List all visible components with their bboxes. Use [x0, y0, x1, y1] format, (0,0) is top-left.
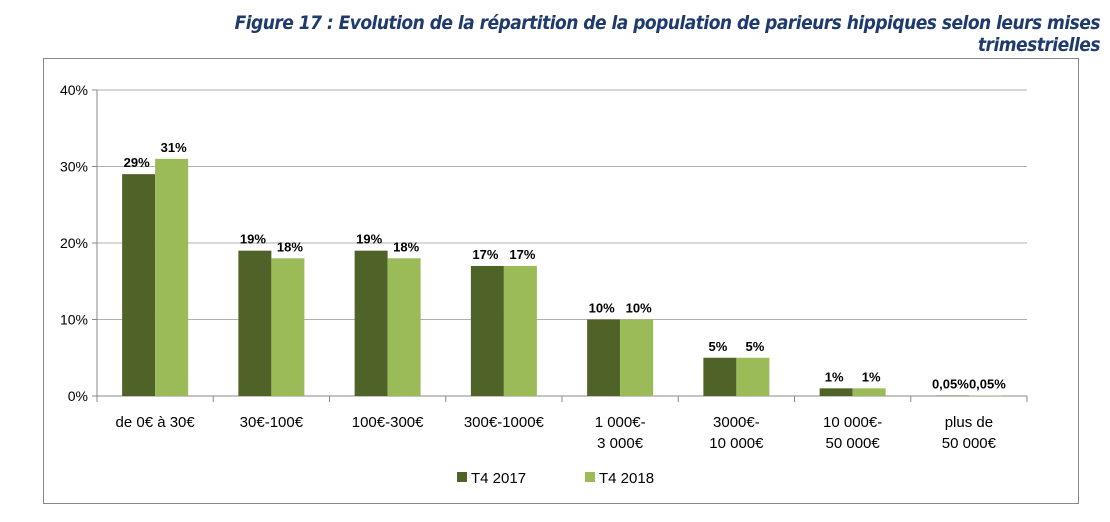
bar-t4-2018: [387, 258, 421, 396]
x-tick-label: 50 000€: [826, 435, 881, 452]
legend-swatch: [457, 472, 467, 482]
legend-label: T4 2018: [599, 470, 654, 487]
figure-title: Figure 17 : Evolution de la répartition …: [234, 12, 1101, 56]
y-tick-label: 0%: [68, 388, 88, 404]
bar-t4-2018: [620, 319, 654, 396]
x-tick-label: 50 000€: [942, 435, 997, 452]
data-label: 29%: [124, 155, 150, 170]
x-tick-label: 30€-100€: [240, 414, 304, 431]
data-label: 1%: [825, 369, 844, 384]
y-tick-label: 30%: [60, 159, 88, 175]
y-tick-label: 10%: [60, 312, 88, 328]
data-label: 1%: [862, 369, 881, 384]
data-label: 0,05%: [932, 377, 969, 392]
y-tick-label: 20%: [60, 235, 88, 251]
bar-t4-2017: [819, 388, 853, 396]
bar-t4-2017: [122, 174, 156, 396]
x-tick-label: plus de: [945, 414, 993, 431]
data-label: 10%: [626, 301, 652, 316]
data-label: 17%: [509, 247, 535, 262]
chart-frame: [43, 58, 1079, 504]
data-label: 19%: [356, 232, 382, 247]
data-label: 17%: [472, 247, 498, 262]
bar-t4-2018: [503, 265, 537, 396]
legend-swatch: [585, 472, 595, 482]
x-tick-label: de 0€ à 30€: [116, 414, 196, 431]
data-label: 19%: [240, 232, 266, 247]
bar-t4-2017: [470, 265, 504, 396]
bar-t4-2018: [271, 258, 305, 396]
data-label: 5%: [745, 339, 764, 354]
x-tick-label: 3000€-: [713, 414, 760, 431]
legend-label: T4 2017: [471, 470, 526, 487]
bar-t4-2018: [155, 158, 189, 396]
x-tick-label: 3 000€: [597, 435, 644, 452]
x-tick-label: 100€-300€: [352, 414, 424, 431]
x-tick-label: 10 000€-: [823, 414, 882, 431]
x-tick-label: 300€-1000€: [464, 414, 545, 431]
data-label: 0,05%: [969, 377, 1006, 392]
data-label: 18%: [277, 239, 303, 254]
bar-t4-2017: [238, 250, 272, 396]
data-label: 5%: [708, 339, 727, 354]
data-label: 10%: [589, 301, 615, 316]
data-label: 31%: [161, 140, 187, 155]
bar-t4-2017: [703, 357, 737, 396]
bar-t4-2018: [736, 357, 770, 396]
x-tick-label: 10 000€: [709, 435, 764, 452]
bar-t4-2017: [587, 319, 621, 396]
y-tick-label: 40%: [60, 82, 88, 98]
bar-t4-2018: [852, 388, 886, 396]
data-label: 18%: [393, 239, 419, 254]
bar-t4-2017: [354, 250, 388, 396]
x-tick-label: 1 000€-: [595, 414, 646, 431]
